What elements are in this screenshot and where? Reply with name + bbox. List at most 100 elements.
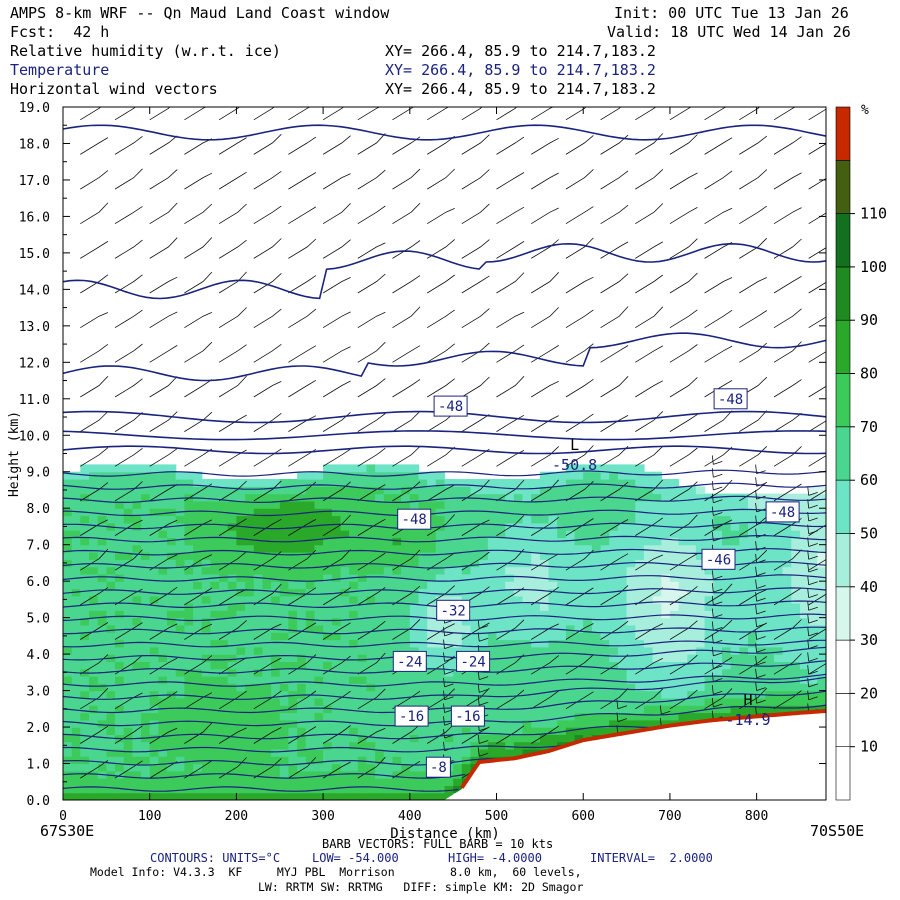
rh-cell xyxy=(167,544,177,553)
rh-cell xyxy=(401,792,411,800)
rh-cell xyxy=(297,705,307,714)
rh-cell xyxy=(522,661,532,670)
rh-cell xyxy=(401,595,411,604)
rh-cell xyxy=(591,559,602,568)
rh-cell xyxy=(409,763,420,772)
rh-cell xyxy=(279,770,290,779)
rh-cell xyxy=(461,748,472,757)
wind-barb xyxy=(496,136,525,155)
rh-cell xyxy=(115,770,125,779)
rh-cell xyxy=(756,522,766,531)
wind-barb xyxy=(392,345,421,363)
rh-cell xyxy=(409,683,420,692)
rh-cell xyxy=(314,632,324,641)
rh-cell xyxy=(123,690,133,699)
rh-cell xyxy=(184,544,194,553)
rh-cell xyxy=(808,530,818,538)
rh-cell xyxy=(479,646,489,655)
rh-cell xyxy=(193,617,203,626)
wind-barb xyxy=(218,727,247,744)
rh-cell xyxy=(461,515,472,524)
rh-cell xyxy=(288,654,298,662)
rh-cell xyxy=(123,748,133,757)
rh-cell xyxy=(600,559,610,568)
rh-cell xyxy=(401,486,411,495)
rh-cell xyxy=(704,544,714,553)
rh-cell xyxy=(722,632,732,641)
rh-cell xyxy=(687,617,697,626)
rh-cell xyxy=(245,617,255,626)
wind-barb xyxy=(184,448,213,467)
wind-barb xyxy=(808,108,826,121)
rh-cell xyxy=(643,515,654,524)
rh-cell xyxy=(479,595,489,604)
rh-cell xyxy=(201,727,211,735)
rh-cell xyxy=(375,778,385,786)
rh-cell xyxy=(765,610,775,619)
rh-cell xyxy=(297,712,307,721)
wind-barb xyxy=(755,655,766,666)
rh-cell xyxy=(661,595,671,604)
rh-cell xyxy=(383,778,394,786)
rh-cell xyxy=(141,544,151,553)
rh-cell xyxy=(89,508,99,517)
rh-cell xyxy=(661,705,671,714)
rh-cell xyxy=(297,595,307,604)
rh-cell xyxy=(340,544,350,553)
rh-cell xyxy=(704,595,714,604)
rh-cell xyxy=(652,515,662,524)
rh-cell xyxy=(245,661,255,670)
rh-cell xyxy=(401,552,411,560)
rh-cell xyxy=(149,632,159,641)
rh-cell xyxy=(557,705,567,714)
temperature-contour xyxy=(63,469,826,477)
rh-cell xyxy=(461,595,472,604)
rh-cell xyxy=(297,632,307,641)
rh-cell xyxy=(357,690,368,699)
wind-barb xyxy=(392,481,421,502)
rh-cell xyxy=(522,668,532,677)
wind-barb xyxy=(149,657,178,675)
rh-cell xyxy=(531,515,541,524)
rh-cell xyxy=(245,544,255,553)
rh-cell xyxy=(765,683,775,692)
rh-cell xyxy=(175,559,185,568)
wind-barb xyxy=(288,206,317,225)
rh-cell xyxy=(323,471,333,480)
rh-cell xyxy=(635,537,645,546)
rh-cell xyxy=(444,792,454,800)
rh-cell xyxy=(175,493,185,502)
rh-cell xyxy=(669,654,680,662)
rh-cell xyxy=(167,559,177,568)
rh-cell xyxy=(349,537,359,546)
rh-cell xyxy=(652,588,662,597)
rh-cell xyxy=(548,500,558,509)
rh-cell xyxy=(643,719,654,728)
rh-cell xyxy=(245,646,255,655)
wind-barb xyxy=(357,341,386,363)
rh-cell xyxy=(141,785,151,794)
rh-cell xyxy=(132,785,142,794)
rh-cell xyxy=(158,552,168,560)
wind-barb xyxy=(253,238,282,259)
rh-cell xyxy=(635,522,645,531)
rh-cell xyxy=(175,719,185,728)
rh-cell xyxy=(236,705,246,714)
rh-cell xyxy=(392,697,402,706)
rh-cell xyxy=(383,727,394,735)
rh-cell xyxy=(227,610,237,619)
wind-barb xyxy=(755,592,766,602)
rh-cell xyxy=(669,530,680,538)
rh-cell xyxy=(167,617,177,626)
rh-cell xyxy=(167,515,177,524)
rh-cell xyxy=(461,500,472,509)
rh-cell xyxy=(574,654,584,662)
rh-cell xyxy=(539,493,550,502)
rh-cell xyxy=(617,479,628,487)
rh-cell xyxy=(227,748,237,757)
rh-cell xyxy=(201,508,211,517)
rh-cell xyxy=(89,581,99,590)
rh-cell xyxy=(375,639,385,648)
rh-cell xyxy=(227,778,237,786)
rh-cell xyxy=(253,712,264,721)
